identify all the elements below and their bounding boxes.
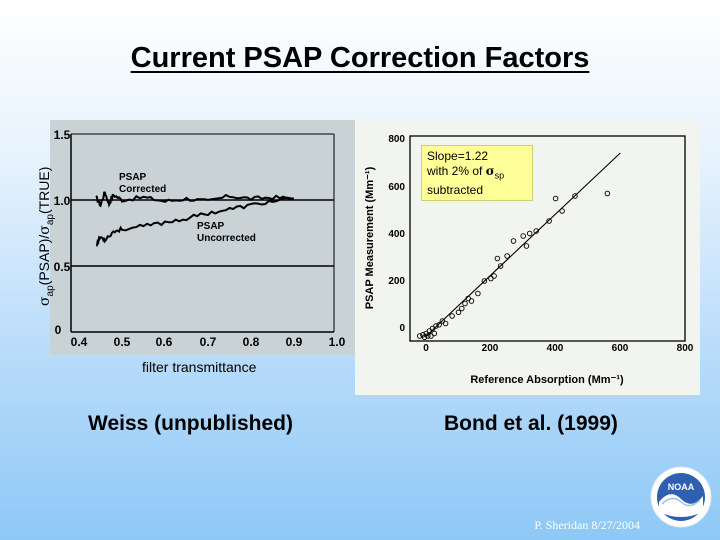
scatter-point xyxy=(526,230,533,237)
scatter-point xyxy=(604,190,611,197)
left-xtick-label: 0.4 xyxy=(71,335,88,349)
left-y-axis-label: σap(PSAP)/σap(TRUE) xyxy=(36,166,56,306)
scatter-point xyxy=(431,330,438,337)
right-plot-frame xyxy=(409,135,686,342)
scatter-point xyxy=(459,305,465,312)
right-caption: Bond et al. (1999) xyxy=(444,412,618,435)
left-x-axis-label: filter transmittance xyxy=(142,359,257,375)
left-xtick-label: 0.9 xyxy=(286,335,303,349)
slide-title: Current PSAP Correction Factors xyxy=(130,42,590,74)
scatter-point xyxy=(442,320,449,327)
scatter-point xyxy=(425,333,431,339)
scatter-point xyxy=(497,263,504,269)
left-caption: Weiss (unpublished) xyxy=(88,412,293,435)
right-xtick-label: 0 xyxy=(423,343,429,354)
left-ytick-label: 1.0 xyxy=(54,194,71,208)
left-xtick-label: 0.6 xyxy=(156,335,173,349)
scatter-point xyxy=(455,309,462,316)
psap-uncorrected-line xyxy=(95,196,295,247)
right-xtick-label: 200 xyxy=(482,343,499,354)
corrected-label-line2: Corrected xyxy=(119,184,166,195)
right-ytick-label: 0 xyxy=(399,323,405,334)
right-ytick-label: 800 xyxy=(388,134,405,145)
scatter-point xyxy=(475,290,481,297)
right-ytick-label: 200 xyxy=(388,276,405,287)
left-chart: 0 0.5 1.0 1.5 0.4 0.5 0.6 0.7 0.8 0.9 1.… xyxy=(54,128,346,349)
right-xtick-label: 600 xyxy=(612,343,629,354)
noaa-logo-text: NOAA xyxy=(668,482,695,492)
scatter-point xyxy=(491,273,497,279)
scatter-point xyxy=(572,193,578,199)
scatter-points xyxy=(416,190,611,341)
right-xtick-label: 400 xyxy=(547,343,564,354)
right-x-axis-label: Reference Absorption (Mm⁻¹) xyxy=(470,374,624,386)
noaa-logo: NOAA xyxy=(650,466,712,528)
uncorrected-label-line1: PSAP xyxy=(197,221,225,232)
scatter-point xyxy=(462,300,468,307)
uncorrected-label-line2: Uncorrected xyxy=(197,233,256,244)
right-chart: 0 200 400 600 800 0 200 400 600 800 Refe… xyxy=(364,134,694,386)
scatter-point xyxy=(552,195,559,202)
right-ytick-label: 400 xyxy=(388,229,405,240)
slope-annotation: Slope=1.22 with 2% of σsp subtracted xyxy=(421,145,533,201)
corrected-label-line1: PSAP xyxy=(119,172,147,183)
scatter-point xyxy=(520,233,526,239)
right-xtick-label: 800 xyxy=(677,343,694,354)
scatter-point xyxy=(416,333,423,339)
left-ytick-label: 0.5 xyxy=(54,260,71,274)
left-xtick-label: 0.8 xyxy=(243,335,260,349)
left-xtick-label: 0.5 xyxy=(114,335,131,349)
fit-line xyxy=(425,152,621,337)
left-xtick-label: 0.7 xyxy=(200,335,217,349)
scatter-point xyxy=(488,275,494,282)
scatter-point xyxy=(433,323,439,329)
left-ytick-label: 1.5 xyxy=(54,128,71,142)
right-ytick-label: 600 xyxy=(388,182,405,193)
scatter-point xyxy=(468,298,475,304)
scatter-point xyxy=(436,322,442,328)
scatter-point xyxy=(481,278,488,284)
left-ytick-label: 0 xyxy=(55,323,62,337)
scatter-point xyxy=(559,208,565,214)
right-y-axis-label: PSAP Measurement (Mm⁻¹) xyxy=(364,166,376,309)
scatter-point xyxy=(546,218,552,224)
footer-credit: P. Sheridan 8/27/2004 xyxy=(534,518,640,532)
scatter-point xyxy=(533,228,539,234)
scatter-point xyxy=(494,255,501,262)
scatter-point xyxy=(504,253,510,259)
scatter-point xyxy=(510,238,517,244)
psap-corrected-line xyxy=(95,191,295,208)
scatter-point xyxy=(523,243,530,249)
left-xtick-label: 1.0 xyxy=(329,335,346,349)
scatter-point xyxy=(449,313,455,319)
